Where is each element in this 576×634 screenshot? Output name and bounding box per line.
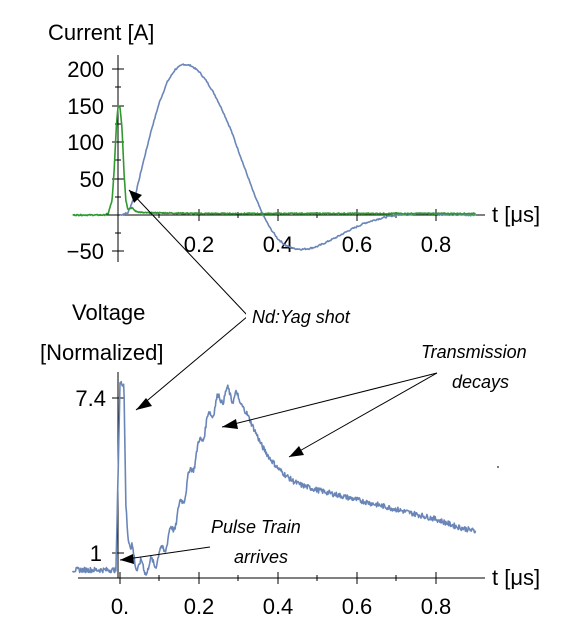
voltage-ytick-label: 1	[90, 541, 102, 566]
nd-yag-pointer-bottom	[135, 315, 249, 411]
arrowhead	[289, 446, 304, 457]
arrowhead	[222, 419, 238, 429]
stray-dot	[497, 466, 499, 468]
voltage-ytick-label: 7.4	[75, 386, 106, 411]
nd-yag-label-bg	[246, 304, 386, 330]
nd-yag-pointer-top	[128, 189, 249, 317]
arrowhead	[120, 554, 134, 564]
nd-yag-label: Nd:Yag shot	[252, 307, 351, 327]
pulse-train-label-line1: Pulse Train	[211, 517, 301, 537]
transmission-pointer-decay	[288, 372, 438, 458]
transmission-label-line2: decays	[452, 372, 509, 392]
current-xtick-label: 0.8	[421, 232, 452, 257]
current-xtick-label: 0.6	[342, 232, 373, 257]
transmission-label-line1: Transmission	[421, 342, 527, 362]
arrowhead	[129, 190, 142, 203]
current-ytick-label: 200	[67, 57, 104, 82]
voltage-ylabel-line2: [Normalized]	[40, 340, 163, 365]
current-ytick-label: 50	[80, 167, 104, 192]
arrowhead	[136, 398, 152, 410]
voltage-chart: Voltage [Normalized] t [μs] 7.4 1 0. 0.2…	[40, 300, 540, 619]
current-series-green	[72, 105, 476, 217]
pulse-train-label-line2: arrives	[234, 547, 288, 567]
current-ytick-label: −50	[67, 239, 104, 264]
arrowheads	[120, 190, 304, 564]
pulse-train-pointer	[119, 546, 211, 561]
transmission-pointer-rise	[221, 372, 438, 428]
voltage-xtick-label: 0.6	[342, 594, 373, 619]
current-xtick-label: 0.4	[263, 232, 294, 257]
current-series-blue	[119, 63, 477, 251]
annotations	[119, 189, 438, 561]
voltage-xtick-label: 0.	[111, 594, 129, 619]
current-xlabel: t [μs]	[492, 202, 540, 227]
voltage-xlabel: t [μs]	[492, 565, 540, 590]
current-ytick-label: 150	[67, 94, 104, 119]
current-ylabel: Current [A]	[48, 20, 154, 45]
voltage-xtick-label: 0.8	[421, 594, 452, 619]
current-ytick-label: 100	[67, 130, 104, 155]
voltage-xtick-label: 0.2	[184, 594, 215, 619]
current-chart: Current [A] t [μs] 200 150 100 50 −50 0.…	[48, 20, 540, 264]
voltage-series-blue	[71, 380, 477, 576]
voltage-ylabel-line1: Voltage	[72, 300, 145, 325]
voltage-xtick-label: 0.4	[263, 594, 294, 619]
